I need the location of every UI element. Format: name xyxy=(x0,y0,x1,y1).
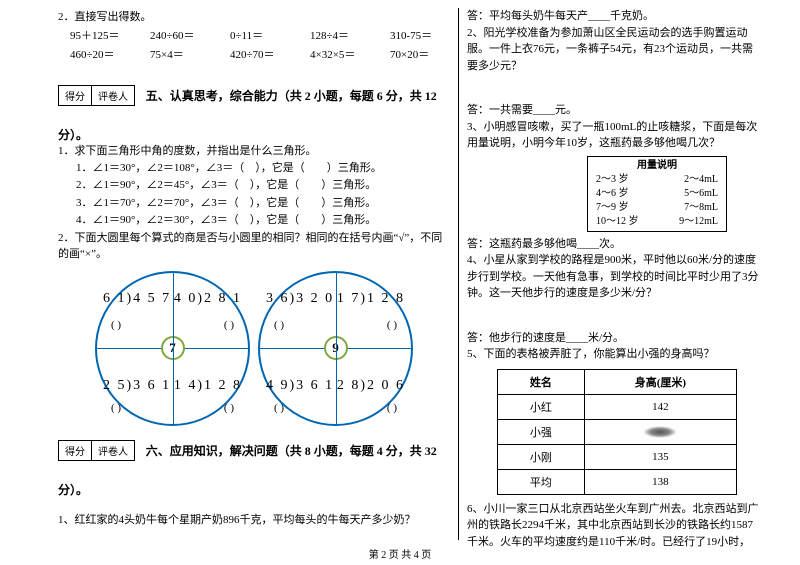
arith-cell: 70×20＝ xyxy=(390,46,450,62)
q5-2: 2．下面大圆里每个算式的商是否与小圆里的相同？相同的在括号内画“√”，不同的画“… xyxy=(58,230,450,263)
arith-row-1: 95＋125＝ 240÷60＝ 0÷11＝ 128÷4＝ 310-75＝ xyxy=(70,27,450,43)
left-column: 2．直接写出得数。 95＋125＝ 240÷60＝ 0÷11＝ 128÷4＝ 3… xyxy=(50,8,459,540)
dosage-row: 10～12 岁9～12mL xyxy=(596,215,718,229)
dosage-row: 7～9 岁7～8mL xyxy=(596,201,718,215)
expr-a-tl: 6 1)4 5 7 xyxy=(103,291,171,307)
page-footer: 第 2 页 共 4 页 xyxy=(0,546,800,561)
table-header: 姓名 身高(厘米) xyxy=(498,369,737,394)
dosage-box: 用量说明 2～3 岁2～4mL 4～6 岁5～6mL 7～9 岁7～8mL 10… xyxy=(587,156,727,232)
q4: 4、小星从家到学校的路程是900米，平时他以60米/分的速度步行到学校。一天他有… xyxy=(467,252,762,302)
section-6-tail: 分）。 xyxy=(58,481,450,498)
circle-b: 3 6)3 2 0 1 7)1 2 8 4 9)3 6 1 2 8)2 0 6 … xyxy=(258,271,413,426)
height-table: 姓名 身高(厘米) 小红 142 小强 小刚 135 平均 138 xyxy=(497,369,737,495)
circle-a: 6 1)4 5 7 4 0)2 8 1 2 5)3 6 1 1 4)1 2 8 … xyxy=(95,271,250,426)
arith-cell: 4×32×5＝ xyxy=(310,46,370,62)
score-row-5: 得分 评卷人 五、认真思考，综合能力（共 2 小题，每题 6 分，共 12 xyxy=(58,79,450,112)
q2: 2、阳光学校准备为参加萧山区全民运动会的选手购置运动服。一件上衣76元，一条裤子… xyxy=(467,25,762,75)
dosage-row: 4～6 岁5～6mL xyxy=(596,187,718,201)
paren: ( ) xyxy=(387,319,397,331)
circle-a-center: 7 xyxy=(161,336,185,360)
expr-b-bl: 4 9)3 6 1 xyxy=(266,378,334,394)
section-5-title: 五、认真思考，综合能力（共 2 小题，每题 6 分，共 12 xyxy=(146,89,437,103)
arith-cell: 420÷70＝ xyxy=(230,46,290,62)
q2-title: 2．直接写出得数。 xyxy=(58,8,450,24)
expr-a-tr: 4 0)2 8 1 xyxy=(174,291,242,307)
section-6-title: 六、应用知识，解决问题（共 8 小题，每题 4 分，共 32 xyxy=(146,444,437,458)
right-column: 答：平均每头奶牛每天产____千克奶。 2、阳光学校准备为参加萧山区全民运动会的… xyxy=(459,8,770,540)
arith-cell: 460÷20＝ xyxy=(70,46,130,62)
triangle-lines: 1．∠1＝30°，∠2＝108°，∠3＝（ ），它是（ ）三角形。 2．∠1＝9… xyxy=(76,160,450,230)
paren: ( ) xyxy=(111,402,121,414)
arith-row-2: 460÷20＝ 75×4＝ 420÷70＝ 4×32×5＝ 70×20＝ xyxy=(70,46,450,62)
arith-cell: 95＋125＝ xyxy=(70,27,130,43)
q5: 5、下面的表格被弄脏了，你能算出小强的身高吗？ xyxy=(467,346,762,363)
arith-cell: 128÷4＝ xyxy=(310,27,370,43)
q5-1: 1．求下面三角形中角的度数，并指出是什么三角形。 xyxy=(58,143,450,160)
tri-line: 4．∠1＝90°，∠2＝30°，∠3＝（ ），它是（ ）三角形。 xyxy=(76,212,450,230)
arith-cell: 310-75＝ xyxy=(390,27,450,43)
arith-cell: 0÷11＝ xyxy=(230,27,290,43)
table-row: 平均 138 xyxy=(498,469,737,494)
circle-b-center: 9 xyxy=(324,336,348,360)
paren: ( ) xyxy=(274,402,284,414)
dosage-title: 用量说明 xyxy=(596,159,718,173)
smudge-icon xyxy=(643,426,677,438)
table-row: 小刚 135 xyxy=(498,444,737,469)
expr-b-br: 2 8)2 0 6 xyxy=(337,378,405,394)
th-name: 姓名 xyxy=(498,369,585,394)
paren: ( ) xyxy=(111,319,121,331)
ans1: 答：平均每头奶牛每天产____千克奶。 xyxy=(467,8,762,25)
q3: 3、小明感冒咳嗽，买了一瓶100mL的止咳糖浆，下面是每次用量说明，小明今年10… xyxy=(467,119,762,152)
score-row-6: 得分 评卷人 六、应用知识，解决问题（共 8 小题，每题 4 分，共 32 xyxy=(58,434,450,467)
q6: 6、小川一家三口从北京西站坐火车到广州去。北京西站到广州的铁路长2294千米，其… xyxy=(467,501,762,551)
smudge-cell xyxy=(584,419,736,444)
dosage-row: 2～3 岁2～4mL xyxy=(596,173,718,187)
score-box: 得分 评卷人 xyxy=(58,85,135,106)
table-row: 小强 xyxy=(498,419,737,444)
arith-cell: 75×4＝ xyxy=(150,46,210,62)
expr-a-bl: 2 5)3 6 1 xyxy=(103,378,171,394)
th-height: 身高(厘米) xyxy=(584,369,736,394)
q6-1: 1、红红家的4头奶牛每个星期产奶896千克，平均每头的牛每天产多少奶？ xyxy=(58,512,450,529)
tri-line: 2．∠1＝90°，∠2＝45°，∠3＝（ ），它是（ ）三角形。 xyxy=(76,177,450,195)
paren: ( ) xyxy=(224,402,234,414)
expr-a-br: 1 4)1 2 8 xyxy=(174,378,242,394)
grader-label: 评卷人 xyxy=(92,86,134,105)
circles-diagram: 6 1)4 5 7 4 0)2 8 1 2 5)3 6 1 1 4)1 2 8 … xyxy=(58,271,450,426)
score-label: 得分 xyxy=(59,441,92,460)
score-label: 得分 xyxy=(59,86,92,105)
tri-line: 3．∠1＝70°，∠2＝70°，∠3＝（ ），它是（ ）三角形。 xyxy=(76,195,450,213)
expr-b-tr: 1 7)1 2 8 xyxy=(337,291,405,307)
ans3: 答：这瓶药最多够他喝____次。 xyxy=(467,236,762,253)
ans4: 答：他步行的速度是____米/分。 xyxy=(467,330,762,347)
paren: ( ) xyxy=(387,402,397,414)
table-row: 小红 142 xyxy=(498,394,737,419)
paren: ( ) xyxy=(274,319,284,331)
tri-line: 1．∠1＝30°，∠2＝108°，∠3＝（ ），它是（ ）三角形。 xyxy=(76,160,450,178)
arith-cell: 240÷60＝ xyxy=(150,27,210,43)
section-5-tail: 分）。 xyxy=(58,126,450,143)
grader-label: 评卷人 xyxy=(92,441,134,460)
ans2: 答：一共需要____元。 xyxy=(467,102,762,119)
score-box: 得分 评卷人 xyxy=(58,440,135,461)
paren: ( ) xyxy=(224,319,234,331)
expr-b-tl: 3 6)3 2 0 xyxy=(266,291,334,307)
